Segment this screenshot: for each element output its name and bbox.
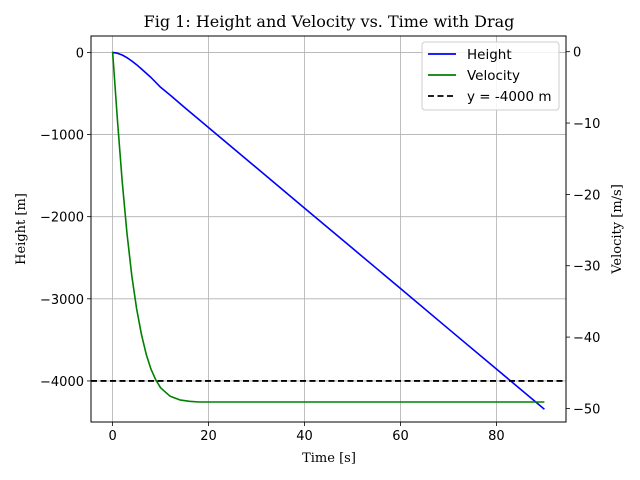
y-axis-left: 0 −1000 −2000 −3000 −4000 [40,46,91,390]
x-tick-label: 20 [200,429,217,444]
y-tick-label: −3000 [40,293,84,308]
x-tick-label: 60 [392,429,409,444]
legend-label: Height [467,47,512,63]
y-axis-label: Height [m] [14,193,29,265]
x-tick-label: 0 [108,429,116,444]
y2-tick-label: −30 [573,260,600,275]
chart-title: Fig 1: Height and Velocity vs. Time with… [144,12,515,31]
y-tick-label: −2000 [40,211,84,226]
y2-tick-label: −20 [573,188,600,203]
legend-box [421,41,560,111]
height-line [112,51,545,410]
x-tick-label: 40 [296,429,313,444]
velocity-line [111,51,545,403]
y2-tick-label: −40 [573,331,600,346]
y-tick-label: 0 [76,46,84,61]
legend: Height Velocity y = -4000 m [421,41,560,111]
y-axis-right: 0 −10 −20 −30 −40 −50 [566,46,600,417]
x-axis-label: Time [s] [302,451,356,466]
legend-label: y = -4000 m [467,89,552,105]
x-tick-label: 80 [488,429,505,444]
axes-frame [90,35,567,423]
legend-label: Velocity [467,68,520,84]
y2-axis-label: Velocity [m/s] [610,184,625,275]
y2-tick-label: −50 [573,402,600,417]
plot-area [91,51,566,410]
grid [91,36,566,422]
x-axis: 0 20 40 60 80 [108,422,505,444]
y-tick-label: −1000 [40,129,84,144]
y-tick-label: −4000 [40,375,84,390]
y2-tick-label: −10 [573,117,600,132]
y2-tick-label: 0 [573,46,581,61]
